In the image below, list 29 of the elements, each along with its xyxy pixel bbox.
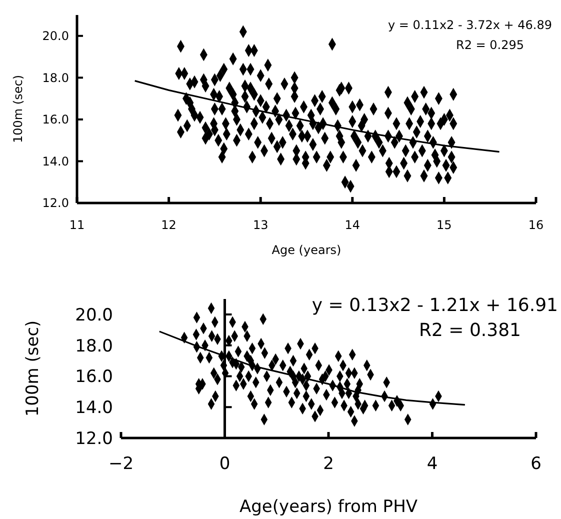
y-tick-label: 20.0 xyxy=(42,29,69,44)
y-axis-title: 100m (sec) xyxy=(11,74,25,144)
annotation: R2 = 0.381 xyxy=(418,320,522,341)
x-tick-label: 2 xyxy=(323,454,334,474)
annotation: R2 = 0.295 xyxy=(456,38,524,52)
x-tick-label: 6 xyxy=(530,454,542,474)
y-tick-label: 14.0 xyxy=(75,398,113,418)
x-tick-label: 12 xyxy=(161,218,176,232)
x-tick-label: 0 xyxy=(219,454,230,474)
annotation: y = 0.13x2 - 1.21x + 16.91 xyxy=(312,295,558,316)
x-tick-label: 16 xyxy=(528,218,544,232)
y-tick-label: 14.0 xyxy=(42,154,69,168)
x-tick-label: 15 xyxy=(436,218,452,232)
y-tick-label: 12.0 xyxy=(42,196,69,210)
x-tick-label: 13 xyxy=(252,218,268,232)
x-axis-title: Age(years) from PHV xyxy=(240,497,418,517)
y-tick-label: 12.0 xyxy=(75,428,113,449)
x-axis-title: Age (years) xyxy=(272,243,342,257)
x-tick-label: 14 xyxy=(344,218,360,232)
annotation: y = 0.11x2 - 3.72x + 46.89 xyxy=(388,18,552,32)
x-tick-label: −2 xyxy=(108,454,134,474)
y-tick-label: 16.0 xyxy=(75,367,113,388)
y-tick-label: 20.0 xyxy=(75,305,113,326)
y-axis-title: 100m (sec) xyxy=(23,320,43,417)
y-tick-label: 18.0 xyxy=(75,336,113,356)
y-tick-label: 16.0 xyxy=(42,112,69,127)
x-tick-label: 4 xyxy=(426,454,438,474)
x-tick-label: 11 xyxy=(69,218,85,232)
y-tick-label: 18.0 xyxy=(42,70,69,85)
